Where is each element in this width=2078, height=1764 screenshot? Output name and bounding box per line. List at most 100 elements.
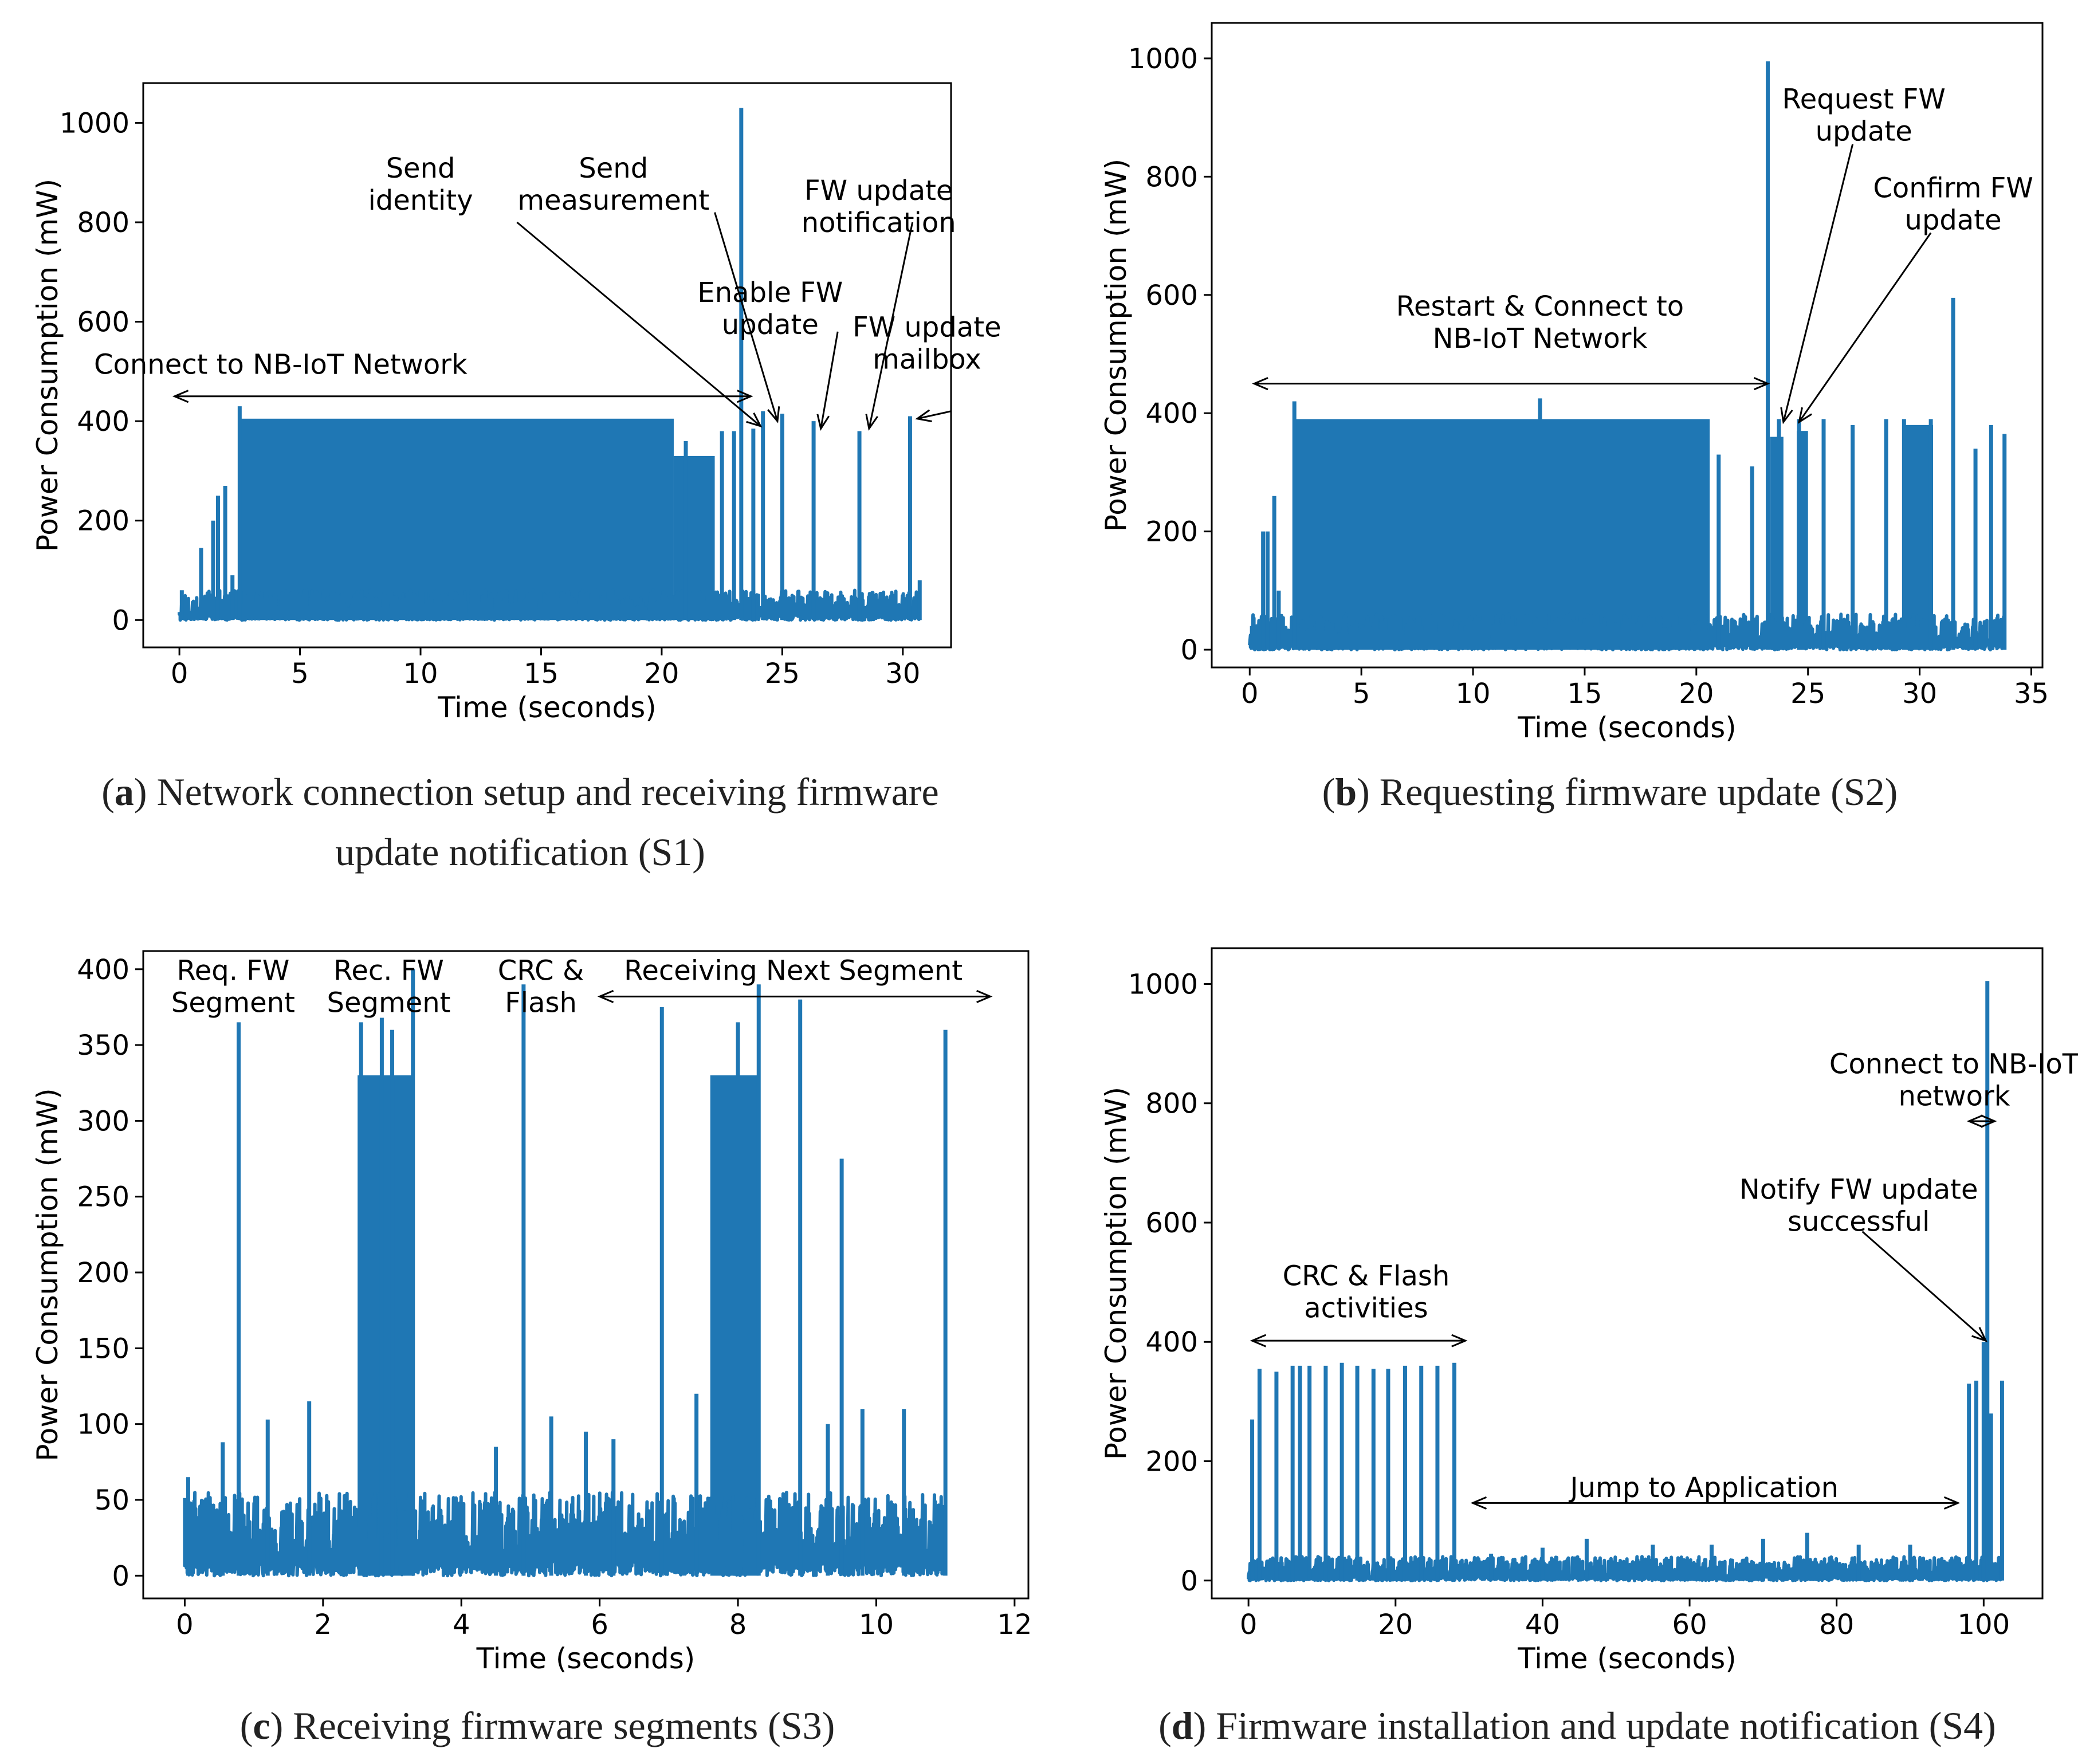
- y-tick-label: 400: [1145, 1326, 1198, 1358]
- annotation-line: mailbox: [873, 344, 981, 376]
- x-tick-label: 10: [859, 1609, 894, 1641]
- y-tick-label: 600: [1145, 280, 1198, 312]
- x-tick-label: 35: [2014, 678, 2049, 710]
- annotation-line: Flash: [505, 987, 577, 1019]
- x-tick-label: 100: [1958, 1609, 2010, 1641]
- annotation-label: Req. FW Segment: [171, 954, 295, 1019]
- x-tick-label: 0: [1241, 678, 1259, 710]
- annotation-line: Connect to NB-IoT Network: [94, 349, 468, 381]
- x-tick-label: 40: [1525, 1609, 1560, 1641]
- panel-b: 0 5 10 15 20 25 30 35 0 200 400 600 800 1000 Time (sec…: [1099, 22, 2049, 814]
- y-tick-label: 200: [1145, 1446, 1198, 1478]
- annotation-arrow: [172, 390, 753, 403]
- annotation-arrow: [865, 222, 914, 431]
- annotation-label: Confirm FW update: [1873, 172, 2033, 236]
- caption-letter: d: [1172, 1704, 1193, 1747]
- annotation-line: Request FW: [1782, 84, 1946, 116]
- annotation-arrow: [1797, 232, 1932, 424]
- caption-paren: (: [1322, 770, 1335, 814]
- x-axis-label: Time (seconds): [476, 1642, 696, 1675]
- y-tick-label: 50: [95, 1484, 129, 1517]
- y-axis-label: Power Consumption (mW): [1099, 159, 1133, 532]
- annotation-label: Send identity: [368, 152, 473, 217]
- caption-paren: (: [101, 770, 115, 814]
- annotation-line: CRC &: [498, 954, 584, 987]
- x-tick-label: 30: [885, 658, 920, 690]
- x-tick-label: 0: [1240, 1609, 1258, 1641]
- annotation-label: CRC & Flash activities: [1283, 1260, 1450, 1324]
- x-tick-label: 4: [453, 1609, 470, 1641]
- y-tick-label: 400: [1145, 398, 1198, 430]
- y-tick-label: 150: [77, 1333, 129, 1365]
- x-tick-label: 15: [1567, 678, 1602, 710]
- annotation-line: CRC & Flash: [1283, 1260, 1450, 1292]
- annotation-line: NB-IoT Network: [1433, 323, 1648, 355]
- caption-letter: c: [253, 1704, 270, 1747]
- annotation-arrow: [1252, 377, 1770, 391]
- x-tick-label: 8: [729, 1609, 747, 1641]
- plot-frame: [142, 82, 952, 649]
- annotation-line: activities: [1304, 1292, 1428, 1324]
- annotation-line: successful: [1788, 1205, 1930, 1237]
- caption-paren: (: [1158, 1704, 1172, 1747]
- x-tick-label: 10: [1456, 678, 1491, 710]
- annotation-line: Enable FW: [697, 277, 843, 309]
- plot-frame: [1211, 947, 2044, 1600]
- y-tick-label: 1000: [60, 107, 129, 139]
- figure-caption: (d) Firmware installation and update not…: [1158, 1704, 1996, 1747]
- plot-area: [1247, 981, 2004, 1582]
- dense-activity-band: [1294, 419, 1710, 650]
- y-tick-label: 0: [1180, 634, 1198, 666]
- annotation-label: Notify FW update successful: [1739, 1173, 1978, 1237]
- annotation-arrow: [597, 989, 993, 1003]
- y-tick-label: 800: [1145, 161, 1198, 193]
- plot-frame: [1211, 22, 2044, 669]
- x-tick-label: 15: [524, 658, 559, 690]
- caption-letter: a: [115, 770, 134, 814]
- annotation-label: Connect to NB-IoT network: [1829, 1048, 2078, 1113]
- dense-activity-band: [710, 1075, 759, 1576]
- x-tick-label: 20: [1679, 678, 1714, 710]
- figure-caption: (b) Requesting firmware update (S2): [1322, 770, 1898, 814]
- x-tick-label: 60: [1672, 1609, 1707, 1641]
- x-tick-label: 25: [765, 658, 800, 690]
- annotation-arrow: [915, 409, 952, 422]
- plot-area: [1248, 61, 2007, 651]
- annotation-arrow: [714, 212, 780, 423]
- annotation-label: FW update mailbox: [853, 312, 1001, 376]
- x-axis-label: Time (seconds): [1517, 1642, 1737, 1675]
- figure-caption: (a) Network connection setup and receivi…: [101, 770, 938, 814]
- y-tick-label: 600: [1145, 1207, 1198, 1239]
- figure-caption: (c) Receiving firmware segments (S3): [240, 1704, 835, 1747]
- baseline-signal: [183, 1491, 948, 1578]
- x-tick-label: 5: [291, 658, 309, 690]
- baseline-signal: [1248, 612, 2006, 651]
- y-tick-label: 0: [112, 1560, 129, 1592]
- x-tick-label: 80: [1819, 1609, 1854, 1641]
- y-tick-label: 0: [1180, 1565, 1198, 1597]
- y-tick-label: 250: [77, 1181, 129, 1213]
- x-tick-label: 0: [176, 1609, 194, 1641]
- y-tick-label: 1000: [1128, 968, 1198, 1000]
- annotation-line: FW update: [804, 175, 953, 207]
- y-tick-label: 800: [1145, 1088, 1198, 1120]
- panel-c: 0 2 4 6 8 10 12 0 50 100 150 200 250 300 350 400 Time (s…: [31, 950, 1032, 1747]
- annotation-line: Req. FW: [177, 954, 290, 987]
- annotation-line: measurement: [517, 184, 709, 217]
- annotation-line: Segment: [327, 987, 450, 1019]
- x-tick-label: 10: [403, 658, 438, 690]
- caption-text: ) Receiving firmware segments (S3): [270, 1704, 835, 1747]
- annotation-line: Rec. FW: [333, 954, 444, 987]
- annotation-line: update: [1816, 116, 1912, 148]
- annotation-label: FW update notification: [802, 175, 956, 239]
- x-tick-label: 5: [1353, 678, 1370, 710]
- baseline-signal: [1247, 1555, 2004, 1582]
- annotation-label: Rec. FW Segment: [327, 954, 450, 1019]
- annotation-line: Receiving Next Segment: [624, 954, 963, 987]
- y-tick-label: 400: [77, 406, 129, 438]
- caption-text: ) Requesting firmware update (S2): [1357, 770, 1898, 814]
- annotation-label: Jump to Application: [1568, 1472, 1839, 1504]
- plot-frame: [142, 950, 1030, 1600]
